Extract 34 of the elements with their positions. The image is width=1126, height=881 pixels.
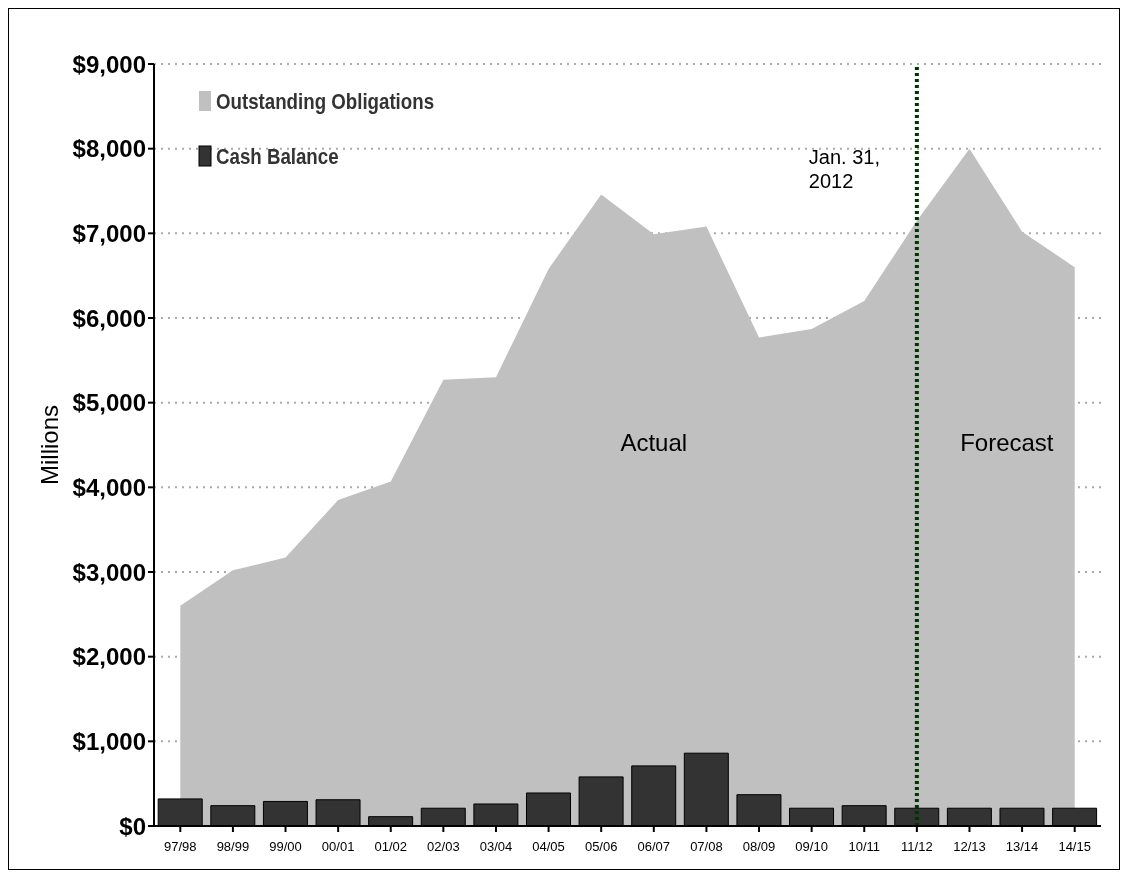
y-tick-label: $5,000: [72, 389, 146, 417]
legend-label: Cash Balance: [216, 144, 339, 169]
x-tick-label: 99/00: [269, 839, 302, 855]
x-tick-label: 05/06: [584, 839, 618, 855]
x-tick-label: 13/14: [1005, 839, 1039, 855]
x-tick-label: 08/09: [742, 839, 776, 855]
y-tick-label: $4,000: [72, 473, 146, 501]
x-tick-label: 14/15: [1058, 839, 1091, 855]
x-tick-label: 09/10: [795, 839, 828, 855]
y-tick-label: $7,000: [72, 219, 146, 247]
y-tick-label: $3,000: [72, 558, 146, 586]
y-tick-label: $2,000: [72, 643, 146, 671]
y-axis-title: Millions: [35, 404, 63, 486]
legend-label: Outstanding Obligations: [216, 89, 435, 114]
y-tick-label: $8,000: [72, 135, 146, 163]
annotation: Actual: [620, 429, 688, 458]
x-tick-label: 98/99: [216, 839, 250, 855]
x-tick-label: 06/07: [637, 839, 671, 855]
x-tick-label: 04/05: [532, 839, 565, 855]
x-tick-label: 10/11: [848, 839, 881, 855]
x-tick-label: 02/03: [427, 839, 460, 855]
x-tick-label: 11/12: [901, 839, 933, 855]
y-tick-label: $0: [119, 812, 146, 840]
annotation: Forecast: [960, 429, 1054, 458]
y-tick-label: $9,000: [72, 50, 146, 78]
x-tick-label: 97/98: [164, 839, 197, 855]
x-tick-label: 03/04: [479, 839, 513, 855]
y-tick-label: $1,000: [72, 727, 146, 755]
y-tick-label: $6,000: [72, 304, 146, 332]
ref-line-label: Jan. 31, 2012: [808, 146, 881, 192]
x-tick-label: 07/08: [690, 839, 723, 855]
x-tick-label: 01/02: [374, 839, 408, 855]
x-tick-label: 12/13: [953, 839, 986, 855]
x-tick-label: 00/01: [321, 839, 355, 855]
